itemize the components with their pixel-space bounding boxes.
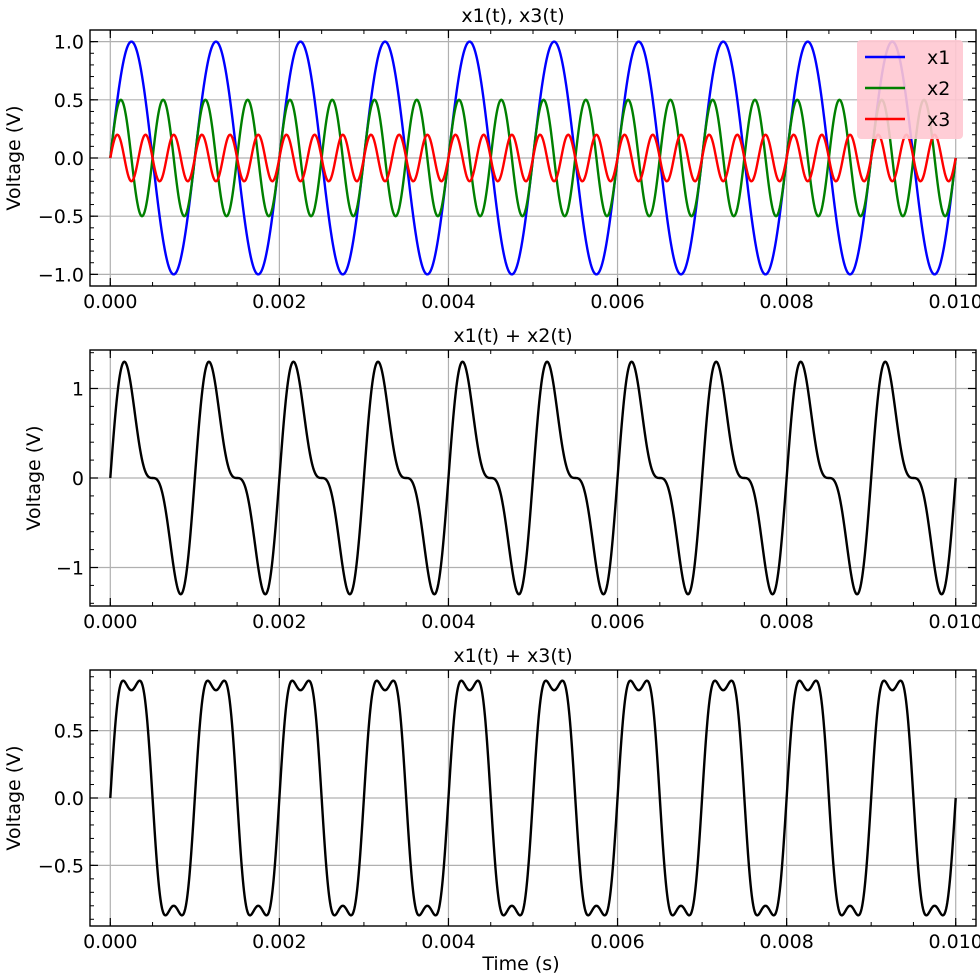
x-tick-label: 0.010 [929,931,980,953]
x-tick-label: 0.004 [421,291,475,313]
y-tick-label: −1.0 [38,264,84,286]
y-axis-title: Voltage (V) [3,745,25,850]
y-tick-label: −1 [56,558,84,580]
x-tick-label: 0.008 [759,931,813,953]
panel-3: 0.000 0.002 0.004 0.006 0.008 0.010 −0.5 0.0 0.5… [3,645,980,975]
legend-label-x1: x1 [927,47,950,69]
y-tick-label: 0.0 [54,148,84,170]
legend: x1 x2 x3 [857,40,963,139]
x-tick-label: 0.010 [929,291,980,313]
x-tick-label: 0.008 [759,291,813,313]
y-tick-label: −0.5 [38,206,84,228]
x-tick-label: 0.002 [252,931,306,953]
x-tick-label: 0.000 [83,931,137,953]
y-tick-label: 0 [72,468,84,490]
x-tick-label: 0.008 [759,611,813,633]
x-tick-label: 0.006 [590,291,644,313]
x-axis-title: Time (s) [481,953,559,975]
y-tick-label: 1.0 [54,32,84,54]
y-tick-label: 0.0 [54,788,84,810]
legend-label-x2: x2 [927,78,950,100]
legend-background [857,40,963,139]
x-tick-label: 0.006 [590,931,644,953]
x-tick-label: 0.000 [83,291,137,313]
y-axis-title: Voltage (V) [23,425,45,530]
x-tick-label: 0.004 [421,931,475,953]
panel-2: 0.000 0.002 0.004 0.006 0.008 0.010 −1 0 1 x1(t) … [23,325,980,633]
series-line [109,679,957,917]
x-tick-label: 0.006 [590,611,644,633]
x-tick-label: 0.002 [252,291,306,313]
series-line-x3 [109,133,957,183]
x-tick-label: 0.010 [929,611,980,633]
x-tick-label: 0.002 [252,611,306,633]
y-tick-label: 1 [72,378,84,400]
legend-label-x3: x3 [927,109,950,131]
x-tick-label: 0.004 [421,611,475,633]
y-tick-label: 0.5 [54,90,84,112]
y-tick-label: 0.5 [54,721,84,743]
panel-title: x1(t), x3(t) [461,5,564,27]
y-axis-title: Voltage (V) [3,105,25,210]
y-tick-label: −0.5 [38,855,84,877]
panel-title: x1(t) + x2(t) [453,325,572,347]
panel-1: 0.000 0.002 0.004 0.006 0.008 0.010 −1.0 −0.5 0.… [3,5,980,313]
panel-title: x1(t) + x3(t) [453,645,572,667]
series-line [109,360,957,596]
x-tick-label: 0.000 [83,611,137,633]
